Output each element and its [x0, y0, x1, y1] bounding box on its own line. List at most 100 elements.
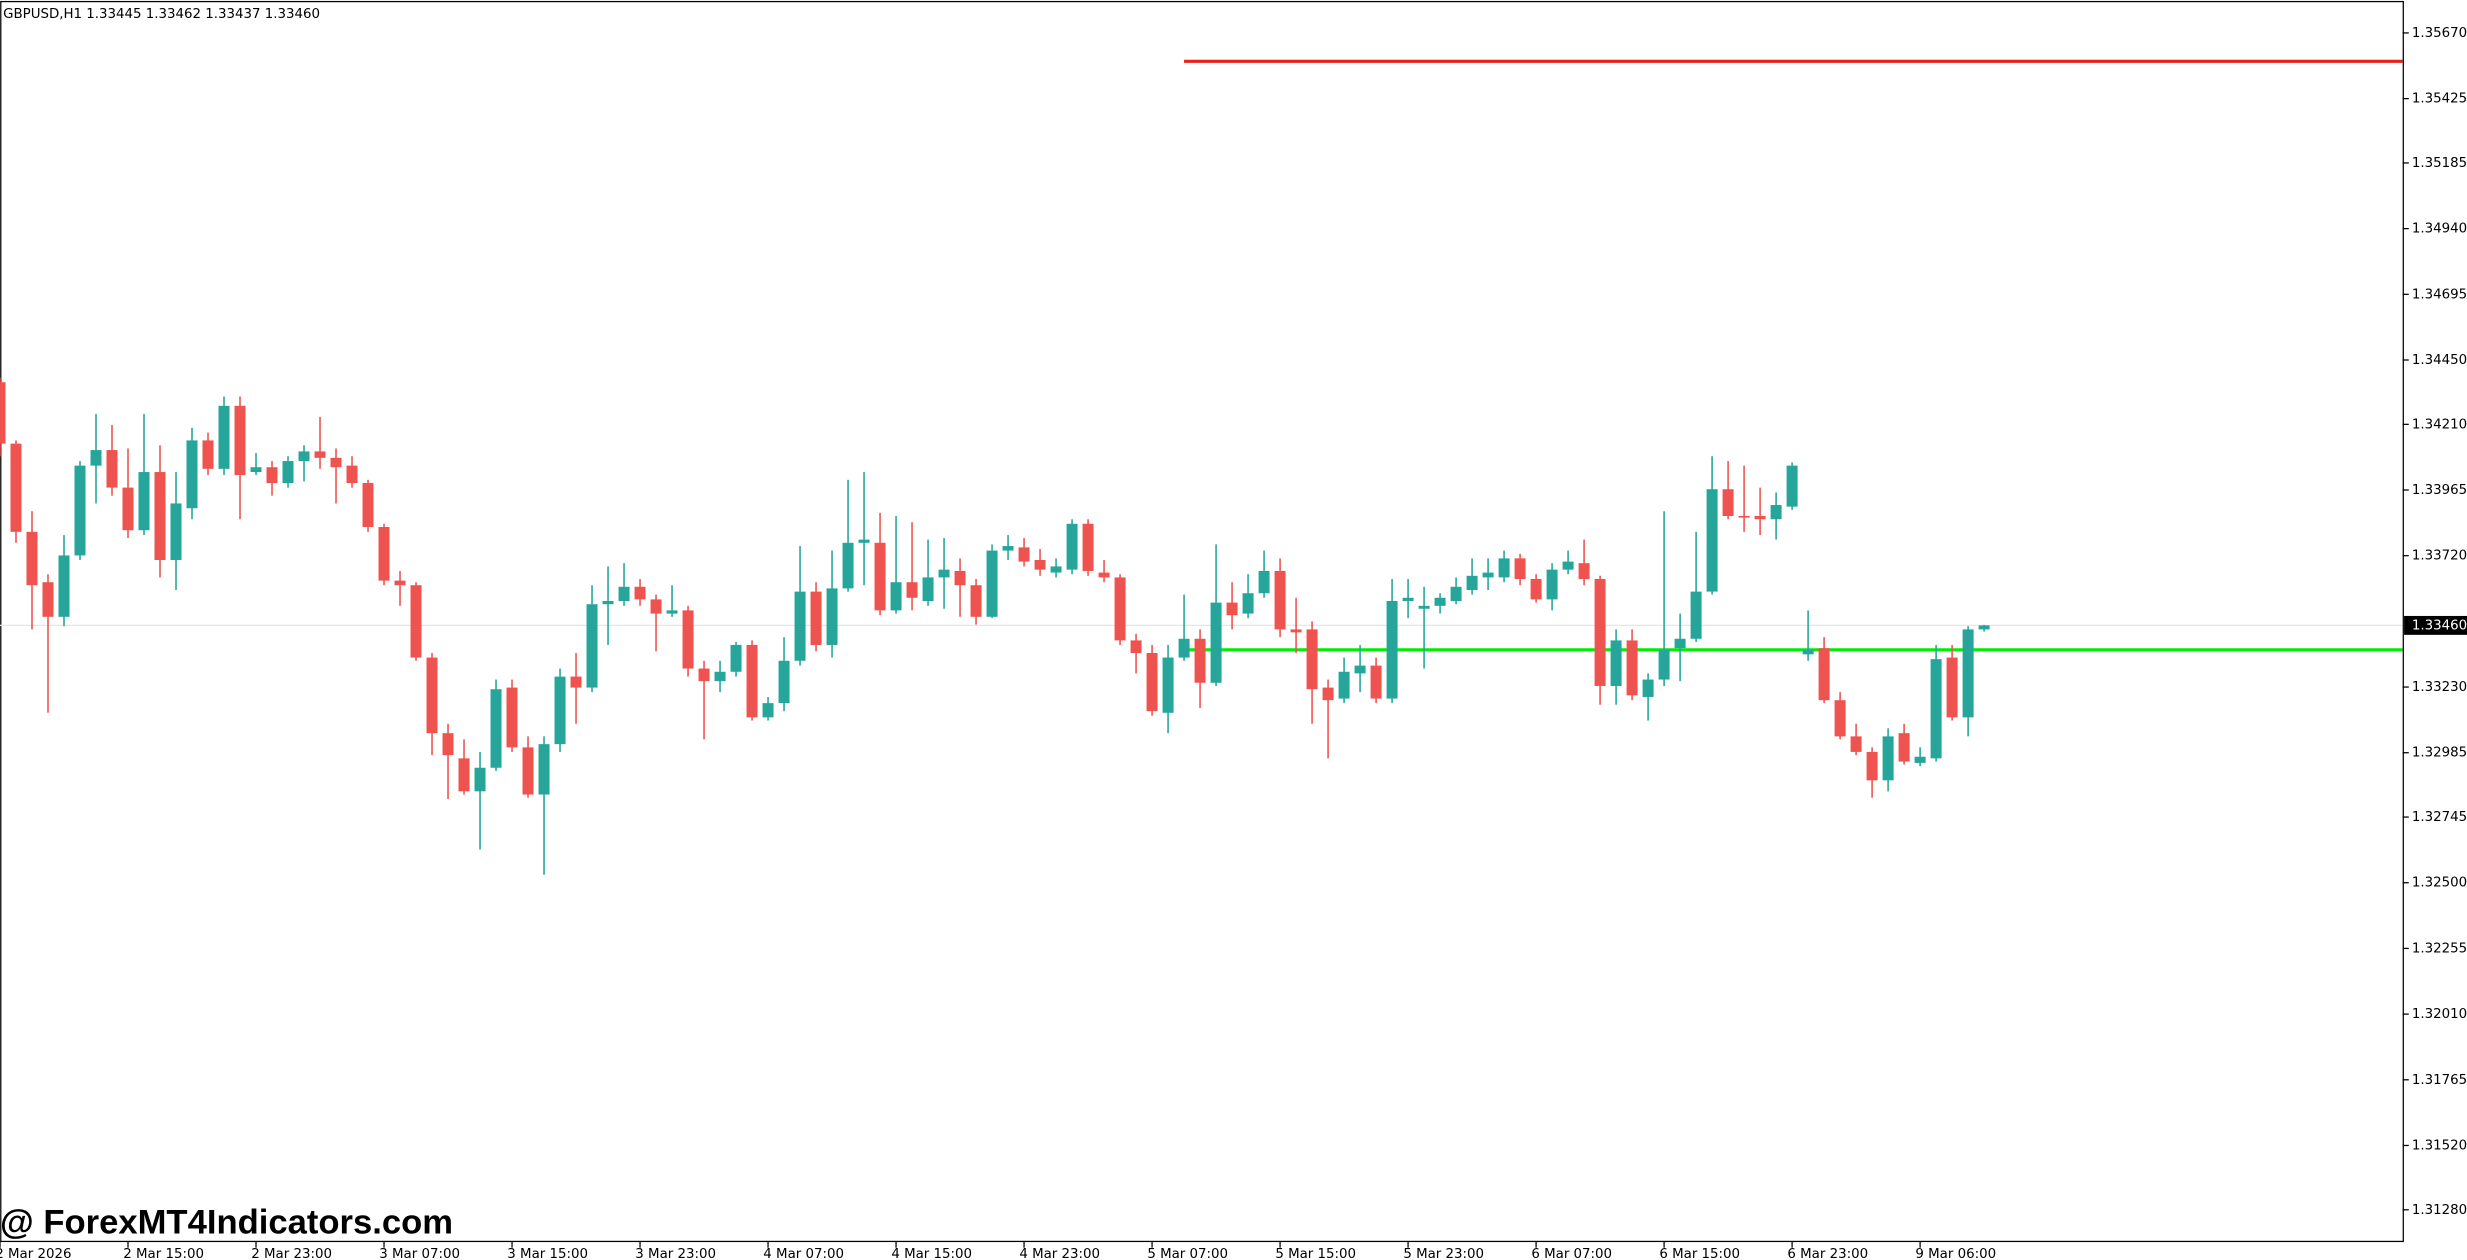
- candle-body: [1194, 638, 1206, 683]
- candle-body: [906, 582, 918, 598]
- candle-body: [1930, 659, 1942, 759]
- candle-body: [1050, 566, 1062, 573]
- candle-body: [330, 457, 342, 468]
- x-tick-label: 3 Mar 15:00: [507, 1247, 588, 1260]
- y-tick-label: 1.31765: [2412, 1073, 2467, 1088]
- x-tick-label: 3 Mar 23:00: [635, 1247, 716, 1260]
- candle-body: [570, 676, 582, 688]
- candle-body: [74, 465, 86, 556]
- x-tick-label: 5 Mar 07:00: [1147, 1247, 1228, 1260]
- candle-body: [1786, 465, 1798, 507]
- candle-body: [842, 542, 854, 589]
- candle-body: [1146, 653, 1158, 712]
- candle-body: [1690, 591, 1702, 639]
- candle-body: [170, 503, 182, 560]
- candle-body: [1658, 649, 1670, 680]
- candle-body: [250, 467, 262, 473]
- candle-body: [714, 671, 726, 682]
- y-tick-label: 1.33965: [2412, 483, 2467, 498]
- y-tick-label: 1.31280: [2412, 1203, 2467, 1218]
- candle-body: [538, 744, 550, 795]
- y-tick-label: 1.35185: [2412, 156, 2467, 171]
- candle-body: [698, 668, 710, 682]
- candle-body: [1082, 523, 1094, 571]
- x-tick-label: 9 Mar 06:00: [1915, 1247, 1996, 1260]
- candle-body: [234, 405, 246, 475]
- candle-body: [730, 644, 742, 672]
- y-tick-label: 1.32985: [2412, 746, 2467, 761]
- candle-body: [1002, 546, 1014, 551]
- candle-body: [634, 586, 646, 600]
- x-tick-label: 4 Mar 15:00: [891, 1247, 972, 1260]
- candle-body: [1514, 558, 1526, 580]
- candle-body: [1610, 640, 1622, 686]
- candle-body: [1306, 629, 1318, 690]
- x-tick-label: 6 Mar 15:00: [1659, 1247, 1740, 1260]
- watermark: @ ForexMT4Indicators.com: [0, 1203, 453, 1241]
- candle-body: [1242, 593, 1254, 614]
- candle-body: [1802, 649, 1814, 655]
- candle-body: [1834, 700, 1846, 737]
- candle-body: [890, 582, 902, 611]
- x-tick-label: 3 Mar 07:00: [379, 1247, 460, 1260]
- candle-body: [858, 539, 870, 543]
- candle-body: [1914, 756, 1926, 763]
- plot-area: [0, 59, 2403, 875]
- candle-body: [1722, 489, 1734, 517]
- candle-body: [138, 472, 150, 531]
- candle-body: [682, 610, 694, 669]
- candle-body: [1370, 665, 1382, 699]
- candle-body: [1402, 597, 1414, 601]
- last-price-box: [2404, 615, 2467, 635]
- candle-body: [42, 582, 54, 617]
- candle-body: [1562, 561, 1574, 570]
- candle-body: [1546, 569, 1558, 600]
- candle-body: [1738, 516, 1750, 518]
- candle-body: [1450, 586, 1462, 601]
- candle-body: [90, 450, 102, 466]
- x-tick-label: 2 Mar 15:00: [123, 1247, 204, 1260]
- candle-body: [1098, 572, 1110, 578]
- candle-body: [1130, 640, 1142, 654]
- candle-body: [1626, 640, 1638, 696]
- candle-body: [106, 450, 118, 488]
- candle-body: [1338, 671, 1350, 699]
- y-tick-label: 1.33720: [2412, 549, 2467, 564]
- candle-body: [1962, 629, 1974, 718]
- candle-body: [1850, 736, 1862, 752]
- y-tick-label: 1.35425: [2412, 92, 2467, 107]
- candle-body: [1578, 563, 1590, 580]
- candle-body: [394, 580, 406, 586]
- candle-body: [1418, 605, 1430, 609]
- candle-body: [58, 555, 70, 617]
- candle-body: [970, 585, 982, 617]
- candle-body: [1882, 736, 1894, 781]
- candle-body: [378, 527, 390, 581]
- y-tick-label: 1.35670: [2412, 26, 2467, 41]
- candle-body: [1066, 523, 1078, 570]
- candle-body: [618, 586, 630, 601]
- candle-body: [986, 550, 998, 617]
- candle-body: [1594, 579, 1606, 686]
- x-tick-label: 4 Mar 07:00: [763, 1247, 844, 1260]
- y-tick-label: 1.33230: [2412, 680, 2467, 695]
- candle-body: [1978, 625, 1990, 630]
- candle-body: [1178, 638, 1190, 658]
- candle-body: [938, 569, 950, 578]
- candle-body: [1258, 570, 1270, 594]
- x-tick-label: 4 Mar 23:00: [1019, 1247, 1100, 1260]
- x-tick-label: 5 Mar 15:00: [1275, 1247, 1356, 1260]
- y-tick-label: 1.34695: [2412, 287, 2467, 302]
- candle-body: [1674, 638, 1686, 649]
- candle-body: [1322, 687, 1334, 701]
- candle-body: [186, 440, 198, 509]
- candle-body: [202, 440, 214, 469]
- candle-body: [314, 451, 326, 458]
- candle-body: [1034, 559, 1046, 570]
- x-tick-label: 6 Mar 07:00: [1531, 1247, 1612, 1260]
- candle-body: [26, 531, 38, 586]
- candle-body: [1466, 575, 1478, 591]
- candle-body: [346, 465, 358, 484]
- candle-body: [1866, 751, 1878, 781]
- candle-body: [1946, 657, 1958, 718]
